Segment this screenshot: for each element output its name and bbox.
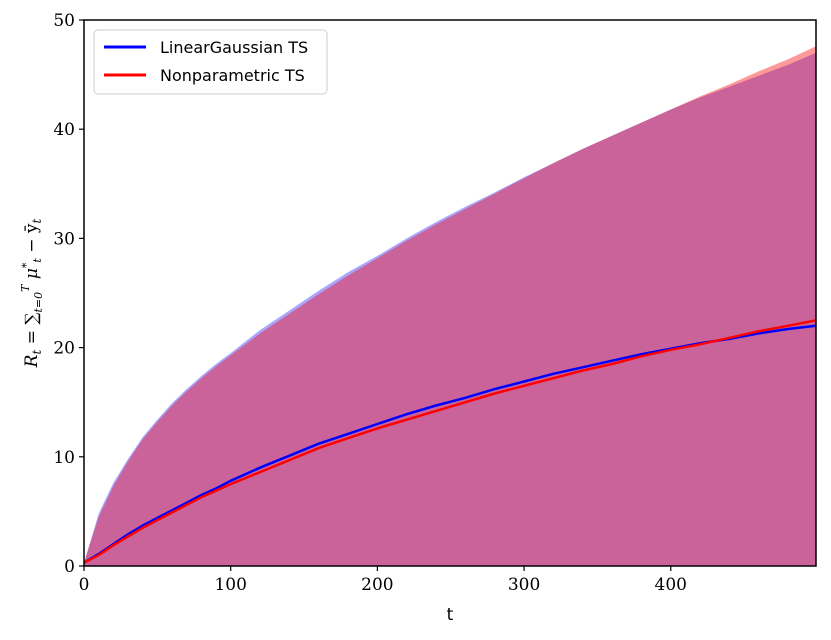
legend-label: LinearGaussian TS <box>160 38 308 57</box>
plot-frame <box>83 19 817 567</box>
legend: LinearGaussian TS Nonparametric TS <box>93 29 328 95</box>
x-tick-label: 400 <box>655 575 687 595</box>
x-tick-label: 100 <box>214 575 246 595</box>
y-tick-label: 0 <box>64 557 75 577</box>
y-tick-label: 40 <box>53 120 75 140</box>
series-lines <box>83 319 817 564</box>
x-tick-label: 300 <box>508 575 540 595</box>
y-tick-label: 20 <box>53 339 75 359</box>
confidence-bands <box>84 46 816 567</box>
band-nonparametric <box>84 46 816 566</box>
x-tick-label: 0 <box>79 575 90 595</box>
series-line-nonparametric <box>83 319 817 564</box>
y-tick-label: 30 <box>53 229 75 249</box>
x-axis-label: t <box>447 605 454 625</box>
x-tick-label: 200 <box>361 575 393 595</box>
legend-label: Nonparametric TS <box>160 66 305 85</box>
legend-box <box>93 29 328 95</box>
x-axis-ticks: 0 100 200 300 400 <box>79 566 687 595</box>
y-axis-ticks: 0 10 20 30 40 50 <box>53 11 84 577</box>
y-tick-label: 10 <box>53 448 75 468</box>
y-tick-label: 50 <box>53 11 75 31</box>
band-lineargaussian <box>84 52 816 567</box>
y-axis-label: Rt = ∑t=0T μ*t − ȳt <box>19 218 45 368</box>
